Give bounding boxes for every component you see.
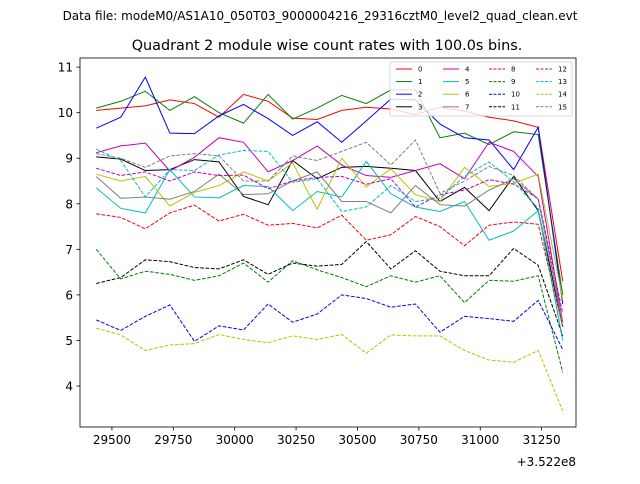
series-line-5 bbox=[95, 160, 564, 341]
legend-label-3: 3 bbox=[418, 103, 422, 111]
series-line-6 bbox=[96, 157, 564, 300]
x-tick-label: 31250 bbox=[523, 433, 561, 447]
series-line-15 bbox=[96, 139, 564, 327]
x-tick-label: 29500 bbox=[93, 433, 131, 447]
y-tick-label: 10 bbox=[58, 106, 73, 120]
y-tick-label: 4 bbox=[65, 380, 73, 394]
chart-title: Quadrant 2 module wise count rates with … bbox=[132, 38, 523, 54]
axes-group: 29500 29750 30000 30250 30500 30750 31000 31250… bbox=[58, 57, 577, 447]
legend-label-1: 1 bbox=[418, 78, 422, 86]
series-line-14 bbox=[96, 327, 564, 412]
legend-label-11: 11 bbox=[511, 103, 520, 111]
x-tick-label: 30250 bbox=[277, 433, 315, 447]
legend-label-7: 7 bbox=[465, 103, 469, 111]
y-tick-label: 8 bbox=[65, 197, 73, 211]
legend-label-13: 13 bbox=[558, 78, 567, 86]
legend-label-14: 14 bbox=[558, 91, 567, 99]
x-tick-label: 30750 bbox=[400, 433, 438, 447]
y-tick-label: 5 bbox=[65, 334, 73, 348]
x-tick-label: 29750 bbox=[154, 433, 192, 447]
plot-frame bbox=[79, 57, 577, 428]
series-line-2 bbox=[96, 76, 564, 305]
series-group bbox=[95, 76, 564, 412]
series-line-7 bbox=[95, 171, 564, 323]
x-tick-label: 30000 bbox=[216, 433, 254, 447]
x-tick-label: 31000 bbox=[461, 433, 499, 447]
series-line-1 bbox=[96, 89, 564, 295]
legend-box bbox=[389, 61, 573, 117]
y-tick-label: 9 bbox=[65, 152, 73, 166]
y-tick-label: 6 bbox=[65, 288, 73, 302]
y-tick-label: 11 bbox=[58, 61, 73, 75]
x-tick-label: 30500 bbox=[338, 433, 376, 447]
series-line-13 bbox=[95, 148, 564, 341]
series-line-12 bbox=[96, 167, 564, 314]
legend-label-0: 0 bbox=[418, 66, 422, 74]
legend-label-15: 15 bbox=[558, 103, 567, 111]
series-line-10 bbox=[96, 294, 564, 350]
legend-label-6: 6 bbox=[465, 91, 470, 99]
figure-suptitle: Data file: modeM0/AS1A10_050T03_90000042… bbox=[63, 9, 578, 23]
series-line-3 bbox=[96, 156, 564, 327]
legend-label-10: 10 bbox=[511, 91, 520, 99]
legend-label-9: 9 bbox=[511, 78, 515, 86]
legend-label-2: 2 bbox=[418, 91, 422, 99]
series-line-8 bbox=[96, 204, 564, 327]
legend-label-5: 5 bbox=[465, 78, 469, 86]
x-axis-offset-label: +3.522e8 bbox=[517, 455, 576, 469]
series-line-9 bbox=[95, 249, 564, 373]
legend-label-12: 12 bbox=[558, 66, 567, 74]
y-tick-label: 7 bbox=[65, 243, 73, 257]
legend-label-8: 8 bbox=[511, 66, 515, 74]
legend-label-4: 4 bbox=[465, 66, 470, 74]
